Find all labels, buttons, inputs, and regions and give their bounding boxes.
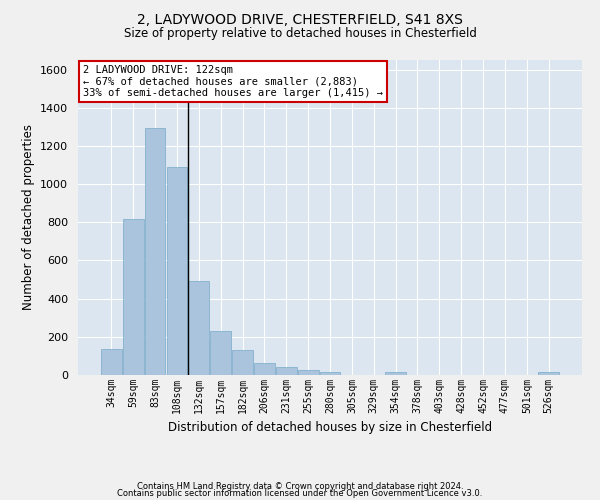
Bar <box>123 220 143 375</box>
Text: 2, LADYWOOD DRIVE, CHESTERFIELD, S41 8XS: 2, LADYWOOD DRIVE, CHESTERFIELD, S41 8XS <box>137 12 463 26</box>
Bar <box>320 372 340 375</box>
Text: 2 LADYWOOD DRIVE: 122sqm
← 67% of detached houses are smaller (2,883)
33% of sem: 2 LADYWOOD DRIVE: 122sqm ← 67% of detach… <box>83 64 383 98</box>
Bar <box>385 372 406 375</box>
Text: Size of property relative to detached houses in Chesterfield: Size of property relative to detached ho… <box>124 28 476 40</box>
Text: Contains HM Land Registry data © Crown copyright and database right 2024.: Contains HM Land Registry data © Crown c… <box>137 482 463 491</box>
Bar <box>210 331 231 375</box>
Bar <box>167 167 187 375</box>
Text: Contains public sector information licensed under the Open Government Licence v3: Contains public sector information licen… <box>118 490 482 498</box>
X-axis label: Distribution of detached houses by size in Chesterfield: Distribution of detached houses by size … <box>168 422 492 434</box>
Y-axis label: Number of detached properties: Number of detached properties <box>22 124 35 310</box>
Bar <box>538 372 559 375</box>
Bar <box>101 349 122 375</box>
Bar <box>145 128 166 375</box>
Bar <box>254 362 275 375</box>
Bar <box>232 350 253 375</box>
Bar <box>188 280 209 375</box>
Bar <box>276 368 296 375</box>
Bar <box>298 370 319 375</box>
